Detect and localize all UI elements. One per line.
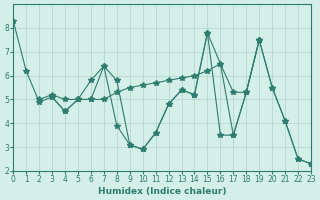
X-axis label: Humidex (Indice chaleur): Humidex (Indice chaleur): [98, 187, 226, 196]
